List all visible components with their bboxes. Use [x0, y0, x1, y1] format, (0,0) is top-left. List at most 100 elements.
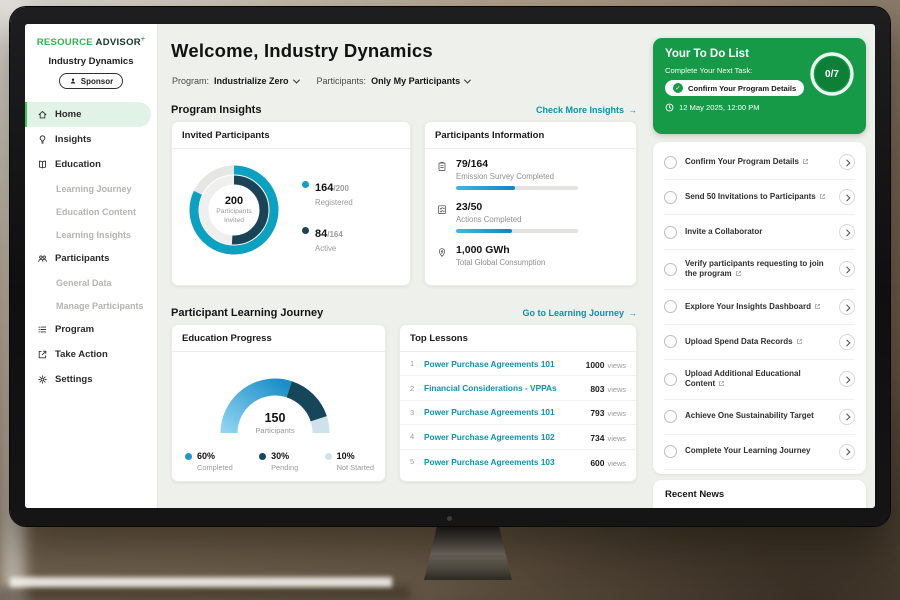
education-legend: 60% Completed 30% Pending 10% Not Starte… [185, 451, 374, 472]
people-icon [38, 255, 47, 262]
open-link-icon [803, 158, 808, 164]
open-link-icon [796, 338, 802, 344]
lesson-views: 1000 views [585, 359, 626, 370]
lesson-link[interactable]: Power Purchase Agreements 102 [424, 431, 555, 442]
tasks: Confirm Your Program Details Send 50 Inv… [664, 145, 855, 470]
legend-dot [324, 452, 332, 460]
task-chevron-button[interactable] [839, 298, 855, 315]
lesson-row: 5 Power Purchase Agreements 103 600 views [400, 450, 636, 474]
lesson-row: 1 Power Purchase Agreements 101 1000 view… [400, 352, 636, 377]
info-stats: 79/164 Emission Survey Completed 23/50 A… [425, 149, 636, 287]
task-checkbox[interactable] [664, 335, 677, 349]
open-link-icon [815, 303, 820, 309]
clock-icon [665, 103, 674, 112]
legend-dot [259, 452, 267, 460]
sidebar-item-learning-insights[interactable]: Learning Insights [56, 229, 132, 240]
lesson-views: 803 views [590, 384, 626, 395]
task-checkbox[interactable] [664, 410, 677, 424]
lesson-link[interactable]: Power Purchase Agreements 101 [424, 358, 555, 369]
todo-progress-count: 0/7 [825, 68, 839, 80]
task-row[interactable]: Upload Spend Data Records [664, 325, 855, 360]
task-checkbox[interactable] [664, 190, 677, 204]
lesson-views: 734 views [590, 432, 626, 443]
task-checkbox[interactable] [664, 155, 677, 169]
lesson-link[interactable]: Financial Considerations - VPPAs [424, 383, 557, 394]
stat-actions-completed: 23/50 Actions Completed [436, 201, 625, 233]
sidebar: RESOURCE ADVISOR+ Industry Dynamics Spon… [25, 24, 158, 508]
lesson-link[interactable]: Power Purchase Agreements 103 [424, 456, 555, 467]
progress-bar [456, 186, 578, 190]
task-row[interactable]: Upload Additional Educational Content [664, 360, 855, 400]
sidebar-item-participants[interactable]: Participants [25, 246, 157, 271]
program-filter: Program: Industrialize Zero [172, 76, 300, 86]
task-checkbox[interactable] [664, 445, 677, 459]
program-insights-header: Program Insights Check More Insights → [171, 104, 637, 116]
sidebar-item-program[interactable]: Program [25, 317, 157, 342]
task-row[interactable]: Confirm Your Program Details [664, 145, 855, 180]
lessons-card-title: Top Lessons [400, 325, 636, 352]
lesson-views: 793 views [590, 408, 626, 419]
education-progress-card: Education Progress [171, 324, 386, 482]
task-chevron-button[interactable] [839, 408, 855, 425]
lessons-list: 1 Power Purchase Agreements 101 1000 view… [400, 352, 636, 474]
go-to-learning-journey-link[interactable]: Go to Learning Journey → [522, 308, 637, 318]
participants-info-card: Participants Information 79/164 Emission… [424, 121, 637, 286]
clipboard-icon [438, 161, 446, 171]
sidebar-item-manage-participants[interactable]: Manage Participants [56, 300, 144, 311]
lesson-rank: 2 [410, 383, 415, 393]
lesson-rank: 1 [410, 359, 415, 369]
check-more-insights-link[interactable]: Check More Insights → [535, 105, 637, 115]
sponsor-badge[interactable]: Sponsor [58, 73, 124, 90]
task-row[interactable]: Complete Your Learning Journey [664, 435, 855, 470]
chevron-right-icon [843, 266, 850, 274]
desk-shadow [0, 586, 410, 600]
sidebar-item-education[interactable]: Education [25, 152, 157, 177]
task-chevron-button[interactable] [839, 261, 855, 278]
task-chevron-button[interactable] [839, 154, 855, 170]
sidebar-item-education-content[interactable]: Education Content [56, 206, 136, 217]
monitor-bezel: RESOURCE ADVISOR+ Industry Dynamics Spon… [10, 7, 890, 526]
app-logo: RESOURCE ADVISOR+ [33, 36, 149, 48]
info-card-title: Participants Information [425, 122, 636, 149]
lesson-link[interactable]: Power Purchase Agreements 101 [424, 407, 555, 418]
next-task-pill[interactable]: ✓ Confirm Your Program Details [665, 80, 805, 96]
task-chevron-button[interactable] [839, 189, 855, 205]
lesson-row: 4 Power Purchase Agreements 102 734 views [400, 425, 636, 450]
todo-subtitle: Complete Your Next Task: [665, 66, 753, 75]
lesson-rank: 4 [410, 432, 415, 442]
sidebar-item-home[interactable]: Home [25, 102, 151, 128]
task-row[interactable]: Achieve One Sustainability Target [664, 400, 855, 435]
collapse-tasks-link[interactable]: Collapse Tasks [664, 470, 855, 474]
task-label: Complete Your Learning Journey [685, 446, 811, 456]
task-row[interactable]: Explore Your Insights Dashboard [664, 290, 855, 325]
legend-not-started: 10% Not Started [324, 451, 374, 472]
task-checkbox[interactable] [664, 300, 677, 314]
task-checkbox[interactable] [664, 225, 677, 239]
task-chevron-button[interactable] [839, 371, 855, 388]
logo-primary: RESOURCE [36, 37, 93, 49]
task-checkbox[interactable] [664, 372, 677, 386]
filter-bar: Program: Industrialize Zero Participants… [172, 76, 472, 86]
open-link-icon [719, 381, 725, 387]
sidebar-item-settings[interactable]: Settings [25, 367, 157, 392]
task-chevron-button[interactable] [839, 333, 855, 350]
legend-completed: 60% Completed [185, 451, 233, 472]
recent-news-card[interactable]: Recent News [653, 480, 866, 508]
task-row[interactable]: Invite a Collaborator [664, 215, 855, 250]
page-title: Welcome, Industry Dynamics [171, 40, 433, 61]
task-chevron-button[interactable] [839, 443, 855, 460]
chevron-right-icon [843, 229, 850, 236]
participants-filter-select[interactable]: Only My Participants [371, 76, 472, 86]
sidebar-item-take-action[interactable]: Take Action [25, 342, 157, 367]
task-row[interactable]: Verify participants requesting to join t… [664, 250, 855, 290]
recent-news-title: Recent News [665, 489, 725, 500]
sidebar-item-general-data[interactable]: General Data [56, 277, 112, 288]
sidebar-item-learning-journey[interactable]: Learning Journey [56, 183, 132, 194]
task-row[interactable]: Send 50 Invitations to Participants [664, 180, 855, 215]
program-filter-select[interactable]: Industrialize Zero [214, 76, 300, 86]
lesson-rank: 5 [410, 457, 415, 467]
todo-due: 12 May 2025, 12:00 PM [665, 103, 854, 112]
task-chevron-button[interactable] [839, 224, 855, 240]
sidebar-item-insights[interactable]: Insights [25, 127, 157, 152]
task-checkbox[interactable] [664, 262, 677, 276]
